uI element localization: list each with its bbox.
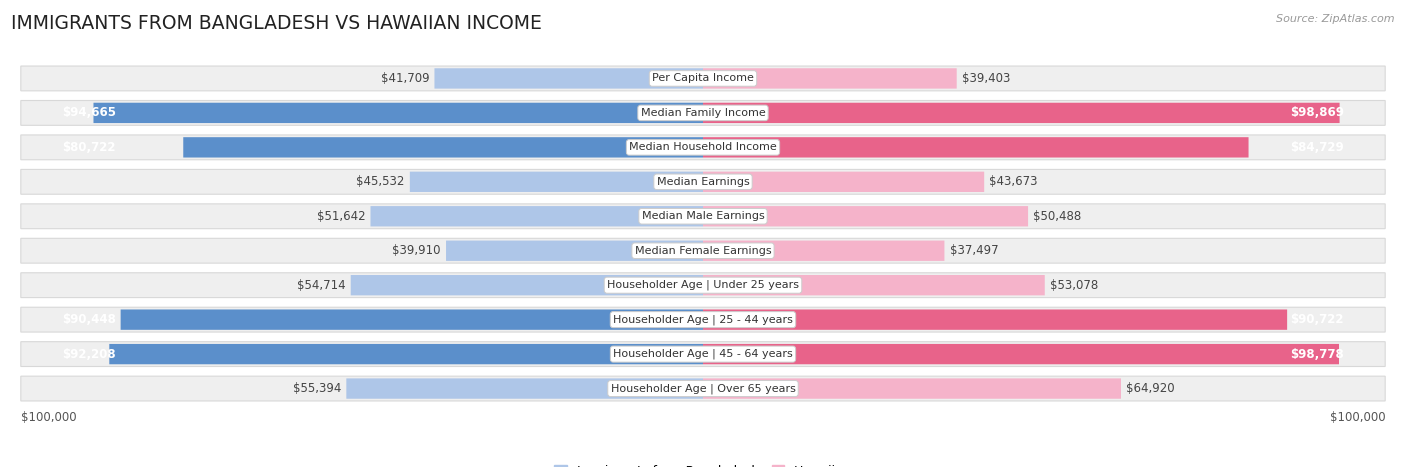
FancyBboxPatch shape bbox=[21, 204, 1385, 229]
Text: $64,920: $64,920 bbox=[1126, 382, 1175, 395]
FancyBboxPatch shape bbox=[703, 275, 1045, 295]
Text: Householder Age | 45 - 64 years: Householder Age | 45 - 64 years bbox=[613, 349, 793, 359]
FancyBboxPatch shape bbox=[703, 172, 984, 192]
Text: $54,714: $54,714 bbox=[297, 279, 346, 292]
Text: Median Family Income: Median Family Income bbox=[641, 108, 765, 118]
FancyBboxPatch shape bbox=[21, 238, 1385, 263]
Text: $80,722: $80,722 bbox=[62, 141, 115, 154]
FancyBboxPatch shape bbox=[371, 206, 703, 226]
FancyBboxPatch shape bbox=[21, 273, 1385, 297]
FancyBboxPatch shape bbox=[121, 310, 703, 330]
FancyBboxPatch shape bbox=[703, 378, 1121, 399]
Text: $90,722: $90,722 bbox=[1291, 313, 1344, 326]
FancyBboxPatch shape bbox=[21, 376, 1385, 401]
Text: Median Household Income: Median Household Income bbox=[628, 142, 778, 152]
Text: IMMIGRANTS FROM BANGLADESH VS HAWAIIAN INCOME: IMMIGRANTS FROM BANGLADESH VS HAWAIIAN I… bbox=[11, 14, 543, 33]
Text: $55,394: $55,394 bbox=[292, 382, 342, 395]
Text: Householder Age | Over 65 years: Householder Age | Over 65 years bbox=[610, 383, 796, 394]
FancyBboxPatch shape bbox=[21, 170, 1385, 194]
Text: Per Capita Income: Per Capita Income bbox=[652, 73, 754, 84]
FancyBboxPatch shape bbox=[703, 310, 1286, 330]
Text: $100,000: $100,000 bbox=[21, 411, 76, 424]
Text: $84,729: $84,729 bbox=[1289, 141, 1344, 154]
FancyBboxPatch shape bbox=[346, 378, 703, 399]
FancyBboxPatch shape bbox=[409, 172, 703, 192]
Text: $90,448: $90,448 bbox=[62, 313, 117, 326]
Legend: Immigrants from Bangladesh, Hawaiian: Immigrants from Bangladesh, Hawaiian bbox=[550, 460, 856, 467]
Text: $98,869: $98,869 bbox=[1289, 106, 1344, 120]
FancyBboxPatch shape bbox=[21, 100, 1385, 125]
FancyBboxPatch shape bbox=[434, 68, 703, 89]
Text: $51,642: $51,642 bbox=[316, 210, 366, 223]
FancyBboxPatch shape bbox=[183, 137, 703, 157]
FancyBboxPatch shape bbox=[21, 66, 1385, 91]
Text: $98,778: $98,778 bbox=[1289, 347, 1344, 361]
Text: $53,078: $53,078 bbox=[1050, 279, 1098, 292]
FancyBboxPatch shape bbox=[93, 103, 703, 123]
FancyBboxPatch shape bbox=[350, 275, 703, 295]
FancyBboxPatch shape bbox=[703, 68, 956, 89]
Text: $92,208: $92,208 bbox=[62, 347, 115, 361]
FancyBboxPatch shape bbox=[446, 241, 703, 261]
Text: $39,403: $39,403 bbox=[962, 72, 1011, 85]
FancyBboxPatch shape bbox=[703, 241, 945, 261]
Text: $45,532: $45,532 bbox=[356, 175, 405, 188]
FancyBboxPatch shape bbox=[703, 103, 1340, 123]
Text: $100,000: $100,000 bbox=[1330, 411, 1385, 424]
Text: Median Male Earnings: Median Male Earnings bbox=[641, 211, 765, 221]
Text: $50,488: $50,488 bbox=[1033, 210, 1081, 223]
Text: Median Earnings: Median Earnings bbox=[657, 177, 749, 187]
FancyBboxPatch shape bbox=[703, 206, 1028, 226]
FancyBboxPatch shape bbox=[21, 342, 1385, 367]
FancyBboxPatch shape bbox=[21, 307, 1385, 332]
Text: Source: ZipAtlas.com: Source: ZipAtlas.com bbox=[1277, 14, 1395, 24]
Text: $41,709: $41,709 bbox=[381, 72, 429, 85]
FancyBboxPatch shape bbox=[110, 344, 703, 364]
Text: Householder Age | Under 25 years: Householder Age | Under 25 years bbox=[607, 280, 799, 290]
Text: $37,497: $37,497 bbox=[949, 244, 998, 257]
Text: Householder Age | 25 - 44 years: Householder Age | 25 - 44 years bbox=[613, 314, 793, 325]
Text: $43,673: $43,673 bbox=[990, 175, 1038, 188]
FancyBboxPatch shape bbox=[21, 135, 1385, 160]
Text: Median Female Earnings: Median Female Earnings bbox=[634, 246, 772, 256]
FancyBboxPatch shape bbox=[703, 137, 1249, 157]
Text: $39,910: $39,910 bbox=[392, 244, 441, 257]
FancyBboxPatch shape bbox=[703, 344, 1339, 364]
Text: $94,665: $94,665 bbox=[62, 106, 117, 120]
